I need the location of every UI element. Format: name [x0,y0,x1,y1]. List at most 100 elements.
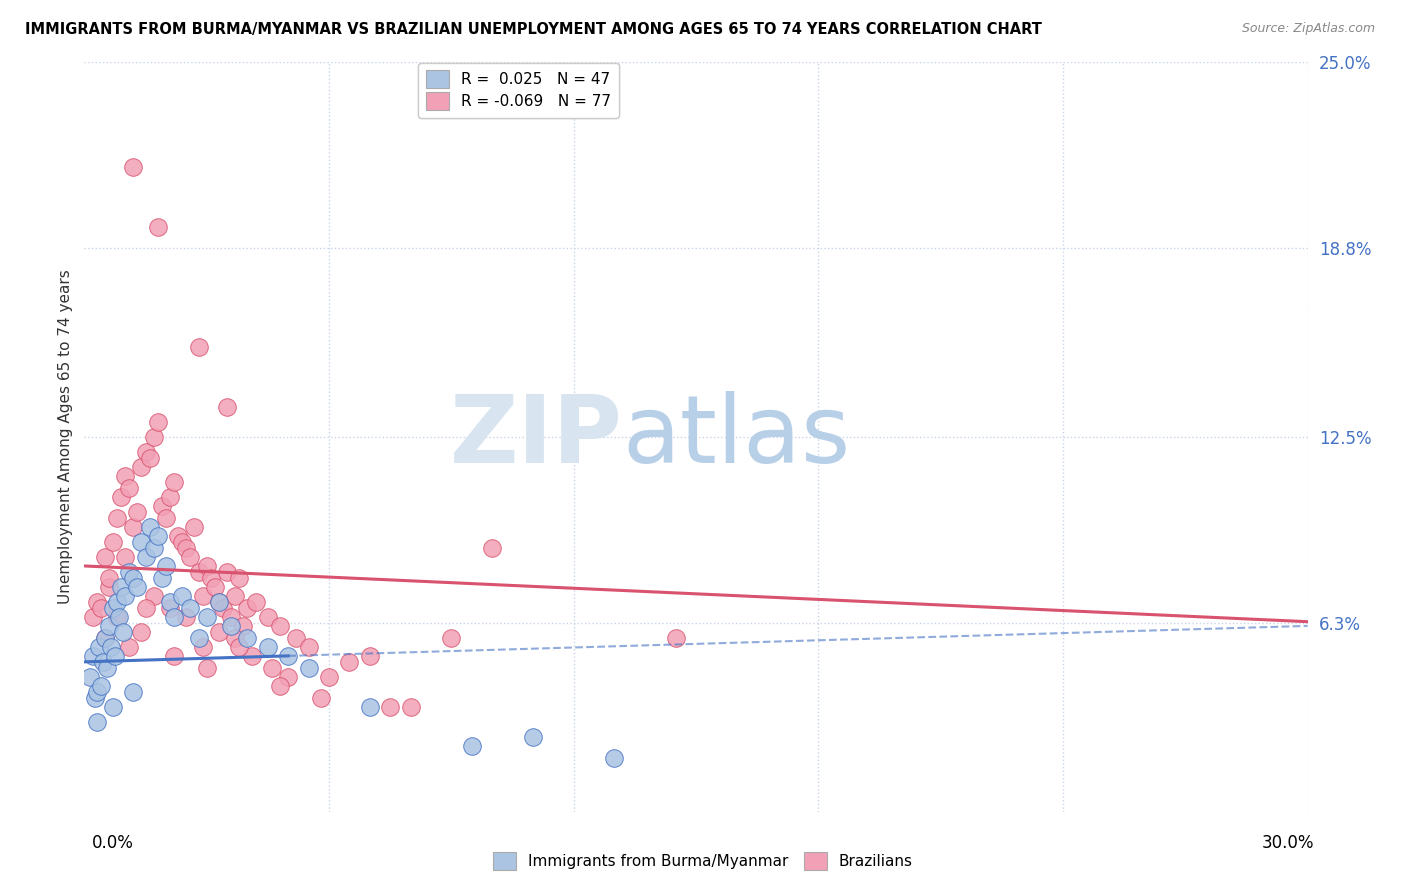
Point [219,619,242,633]
Point [217,565,239,579]
Y-axis label: Unemployment Among Ages 65 to 74 years: Unemployment Among Ages 65 to 74 years [58,269,73,605]
Point [131,460,153,475]
Point [122,161,145,175]
Point [174,541,197,555]
Point [257,640,280,654]
Point [138,520,160,534]
Point [298,640,321,654]
Point [380,699,402,714]
Text: IMMIGRANTS FROM BURMA/MYANMAR VS BRAZILIAN UNEMPLOYMENT AMONG AGES 65 TO 74 YEAR: IMMIGRANTS FROM BURMA/MYANMAR VS BRAZILI… [25,22,1042,37]
Point [135,549,157,564]
Point [187,340,209,354]
Point [86,714,108,729]
Point [97,580,120,594]
Point [146,415,169,429]
Point [172,589,194,603]
Point [101,535,124,549]
Point [212,601,235,615]
Point [100,640,122,654]
Point [114,589,136,603]
Point [82,648,104,663]
Point [191,589,214,603]
Point [122,685,145,699]
Point [232,619,254,633]
Text: atlas: atlas [623,391,851,483]
Point [318,670,340,684]
Point [118,565,141,579]
Point [155,511,177,525]
Text: 30.0%: 30.0% [1263,834,1315,852]
Point [224,589,246,603]
Point [163,610,186,624]
Point [159,601,181,615]
Point [228,571,250,585]
Point [260,661,283,675]
Point [159,490,181,504]
Point [110,490,132,504]
Point [97,619,120,633]
Point [522,730,544,744]
Point [228,640,250,654]
Point [187,631,209,645]
Legend: R =  0.025   N = 47, R = -0.069   N = 77: R = 0.025 N = 47, R = -0.069 N = 77 [419,62,619,118]
Point [277,648,299,663]
Point [269,679,291,693]
Point [91,655,114,669]
Point [105,595,128,609]
Point [309,690,332,705]
Point [118,481,141,495]
Point [135,445,157,459]
Point [208,595,231,609]
Point [96,661,118,675]
Point [208,624,231,639]
Point [87,640,110,654]
Point [114,549,136,564]
Point [79,670,101,684]
Point [131,624,153,639]
Point [440,631,463,645]
Point [603,751,626,765]
Text: Source: ZipAtlas.com: Source: ZipAtlas.com [1241,22,1375,36]
Point [86,685,108,699]
Point [110,580,132,594]
Point [90,679,112,693]
Point [195,558,218,573]
Legend: Immigrants from Burma/Myanmar, Brazilians: Immigrants from Burma/Myanmar, Brazilian… [485,845,921,877]
Point [146,529,169,543]
Point [179,549,201,564]
Point [101,601,124,615]
Point [150,499,173,513]
Point [83,690,105,705]
Point [359,699,381,714]
Point [183,520,205,534]
Point [118,640,141,654]
Point [195,661,218,675]
Point [461,739,484,753]
Point [135,601,157,615]
Point [339,655,361,669]
Point [163,475,186,489]
Point [108,610,131,624]
Point [82,610,104,624]
Point [285,631,308,645]
Point [122,520,145,534]
Point [167,529,190,543]
Point [93,631,115,645]
Point [277,670,299,684]
Point [179,601,201,615]
Point [142,589,165,603]
Text: 0.0%: 0.0% [91,834,134,852]
Point [93,631,115,645]
Point [195,610,218,624]
Point [399,699,422,714]
Point [236,631,259,645]
Point [93,549,115,564]
Point [163,648,186,663]
Point [359,648,381,663]
Point [481,541,503,555]
Text: ZIP: ZIP [450,391,623,483]
Point [90,601,112,615]
Point [142,430,165,444]
Point [150,571,173,585]
Point [105,610,128,624]
